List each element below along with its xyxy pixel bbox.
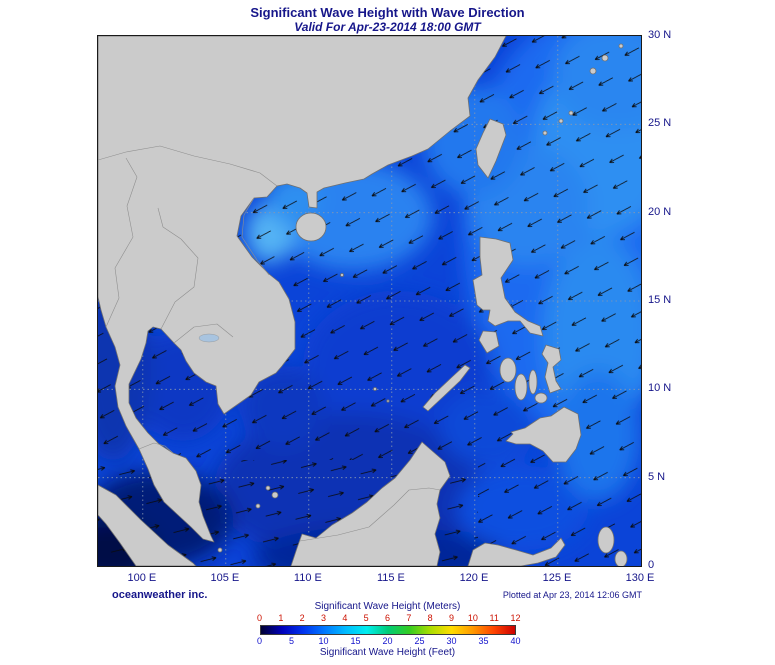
island-sumatra [98,484,197,566]
oceanweather-credit: oceanweather inc. [112,589,208,601]
lon-tick-label: 115 E [376,572,405,584]
island-taiwan [475,118,507,179]
feet-tick-label: 5 [288,636,295,646]
meters-tick-label: 3 [320,613,327,623]
lat-tick-label: 25 N [648,117,672,130]
island-group-small-scs [217,273,390,553]
wave-height-map [97,35,642,567]
meters-tick-label: 4 [342,613,348,623]
meters-tick-label: 9 [448,613,455,623]
feet-tick-label: 30 [446,636,457,646]
lat-tick-col: 30 N 25 N 20 N 15 N 10 N 5 N 0 [648,29,690,571]
meters-tick-label: 5 [363,613,369,623]
lat-tick-label: 30 N [648,29,672,41]
island-borneo [290,441,451,566]
lat-tick-label: 10 N [648,382,672,395]
island-mindoro [478,330,500,354]
meters-tick-label: 11 [489,613,499,623]
island-group-moluccas [597,526,628,566]
island-palawan [422,364,471,412]
lon-tick-label: 110 E [293,572,322,584]
colorbar-gradient [259,625,516,635]
wave-map-svg [98,36,641,566]
feet-tick-label: 20 [382,636,393,646]
meters-tick-label: 6 [384,613,391,623]
lake-tonle-sap [198,333,220,343]
lon-tick-label: 125 E [542,572,572,584]
land-layer [98,36,628,566]
lon-tick-row: 100 E 105 E 110 E 115 E 120 E 125 E 130 E [97,572,654,586]
island-sulawesi [467,537,566,566]
island-group-visayas [499,344,562,404]
island-luzon [472,236,544,337]
lon-tick-label: 105 E [210,572,240,584]
feet-tick-label: 40 [510,636,521,646]
meters-tick-label: 0 [256,613,263,623]
meters-tick-label: 8 [427,613,433,623]
meters-tick-row: 0 1 2 3 4 5 6 7 8 9 10 11 12 [256,613,521,624]
meters-tick-label: 12 [510,613,521,623]
island-mindanao [505,406,582,463]
valid-time-subtitle: Valid For Apr-23-2014 18:00 GMT [294,20,481,34]
lat-tick-label: 5 N [648,470,666,483]
meters-tick-label: 10 [467,613,478,623]
island-hainan [295,212,327,242]
lat-tick-label: 0 [648,559,655,571]
lon-tick-label: 100 E [127,572,157,584]
island-group-ryukyu [542,43,624,136]
feet-tick-label: 35 [478,636,489,646]
land-mainland-asia [98,36,507,543]
colorbar-meters-label: Significant Wave Height (Meters) [314,601,461,612]
meters-tick-label: 7 [406,613,412,623]
feet-tick-row: 0 5 10 15 20 25 30 35 40 [256,636,521,647]
lon-tick-label: 120 E [459,572,489,584]
feet-tick-label: 15 [350,636,361,646]
lat-tick-label: 15 N [648,294,672,306]
page-title: Significant Wave Height with Wave Direct… [250,5,525,20]
plotted-timestamp: Plotted at Apr 23, 2014 12:06 GMT [502,590,642,600]
colorbar-feet-label: Significant Wave Height (Feet) [319,647,456,658]
lat-tick-label: 20 N [648,205,672,218]
country-borders [98,145,441,542]
meters-tick-label: 2 [299,613,305,623]
lon-tick-label: 130 E [625,572,655,584]
feet-tick-label: 0 [256,636,263,646]
feet-tick-label: 25 [414,636,425,646]
feet-tick-label: 10 [318,636,329,646]
meters-tick-label: 1 [278,613,284,623]
